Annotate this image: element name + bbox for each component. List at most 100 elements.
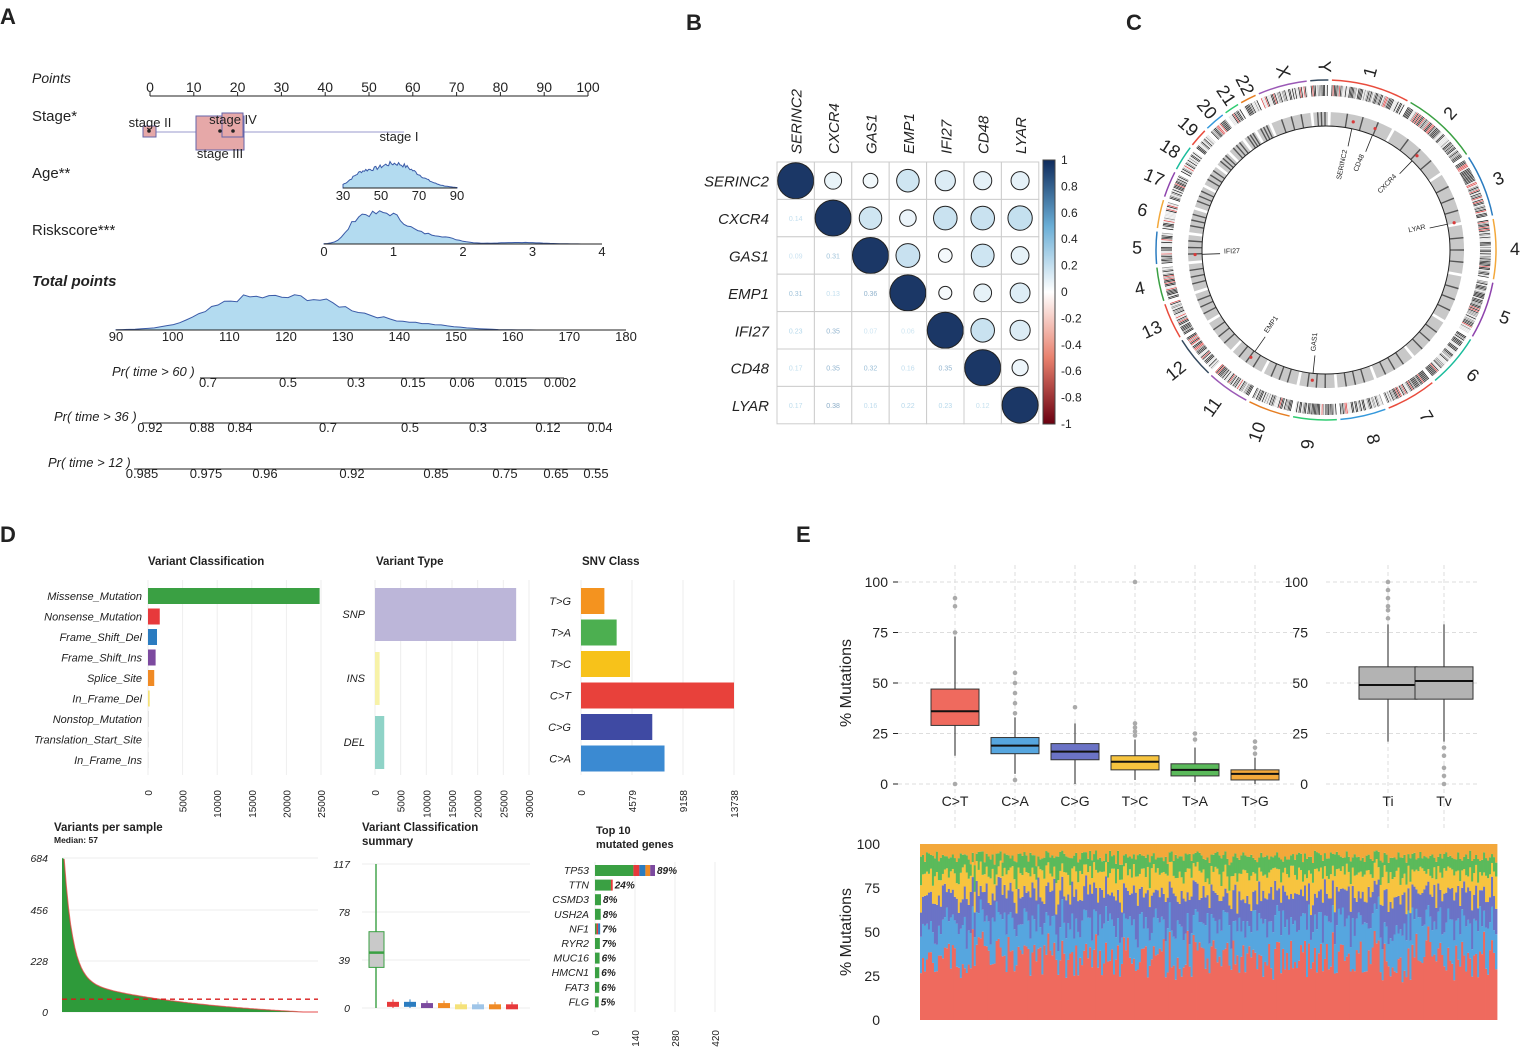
stack-segment xyxy=(1232,844,1235,857)
stack-segment xyxy=(1286,952,1289,1020)
stack-segment xyxy=(1134,892,1138,940)
stack-segment xyxy=(1126,844,1130,858)
stack-segment xyxy=(1170,861,1174,888)
stack-segment xyxy=(1355,844,1359,858)
stack-segment xyxy=(1427,905,1430,927)
stack-segment xyxy=(1160,872,1164,888)
stage-point xyxy=(231,129,235,133)
stack-segment xyxy=(1415,844,1418,860)
chromosome-outline xyxy=(1340,408,1386,421)
stack-segment xyxy=(1286,919,1289,953)
e-outlier xyxy=(1252,745,1258,750)
stack-segment xyxy=(1315,929,1319,973)
stack-segment xyxy=(1232,921,1235,941)
stack-segment xyxy=(1192,880,1195,916)
stack-segment xyxy=(1315,972,1319,1020)
stack-segment xyxy=(989,964,993,1020)
stack-segment xyxy=(1049,891,1052,926)
stack-segment xyxy=(1015,889,1018,914)
stack-segment xyxy=(1383,844,1386,853)
stack-segment xyxy=(1180,976,1184,1020)
stack-segment xyxy=(1304,940,1307,1020)
e-ytick-label: 100 xyxy=(865,574,889,590)
e-outlier xyxy=(1132,579,1138,585)
top10-tick-label: 140 xyxy=(631,1030,642,1047)
stack-segment xyxy=(1132,864,1136,886)
stack-segment xyxy=(1031,952,1034,1020)
stack-segment xyxy=(995,940,998,1020)
stack-segment xyxy=(1114,844,1118,864)
stack-segment xyxy=(1304,853,1307,875)
stack-segment xyxy=(1425,844,1428,858)
stack-segment xyxy=(955,898,959,924)
stack-segment xyxy=(1023,852,1026,868)
stack-segment xyxy=(1258,913,1261,955)
top10-gene-label: CSMD3 xyxy=(552,894,589,906)
stack-segment xyxy=(1471,910,1474,950)
stack-segment xyxy=(1457,870,1460,886)
stack-segment xyxy=(1479,844,1482,861)
stack-segment xyxy=(1212,844,1215,855)
stack-segment xyxy=(1371,877,1375,892)
stack-segment xyxy=(1280,902,1283,936)
stack-segment xyxy=(1218,956,1221,1020)
points-tick-label: 60 xyxy=(405,79,421,95)
stack-segment xyxy=(1401,857,1404,879)
corr-value: 0.17 xyxy=(789,403,803,410)
stack-segment xyxy=(1345,844,1349,852)
stack-segment xyxy=(1248,856,1251,881)
stack-segment xyxy=(1234,853,1237,874)
stack-segment xyxy=(1264,844,1267,857)
stack-segment xyxy=(1103,871,1106,898)
e-outlier xyxy=(952,781,958,787)
stack-segment xyxy=(1373,844,1377,852)
stack-segment xyxy=(1445,844,1448,853)
snv-tick-label: 13738 xyxy=(730,790,741,818)
stack-segment xyxy=(1087,844,1090,859)
track-divider xyxy=(1235,144,1246,157)
top10-pct: 89% xyxy=(657,866,677,877)
stack-segment xyxy=(1039,869,1042,898)
stack-segment xyxy=(1194,881,1197,910)
stack-segment xyxy=(1152,844,1156,854)
colorbar-tick-label: 0.6 xyxy=(1061,206,1078,220)
stack-segment xyxy=(1073,866,1076,897)
stack-segment xyxy=(1027,920,1030,949)
stack-segment xyxy=(1365,844,1369,856)
stack-segment xyxy=(1111,856,1114,869)
stack-segment xyxy=(1138,888,1142,915)
stack-segment xyxy=(1230,844,1233,863)
stack-segment xyxy=(1075,844,1078,853)
stack-segment xyxy=(1134,876,1138,893)
stack-segment xyxy=(1381,877,1384,906)
stack-segment xyxy=(1319,855,1323,868)
stack-segment xyxy=(1011,891,1014,918)
e-outlier xyxy=(1012,777,1018,783)
stack-segment xyxy=(1455,859,1458,872)
stack-segment xyxy=(1180,844,1184,857)
stack-segment xyxy=(1242,852,1245,870)
stack-segment xyxy=(1069,929,1072,954)
stack-segment xyxy=(1443,868,1446,894)
stack-segment xyxy=(1105,853,1108,863)
stack-segment xyxy=(1317,871,1321,892)
stack-segment xyxy=(1017,924,1020,947)
stack-segment xyxy=(1242,945,1245,1020)
stack-segment xyxy=(1075,945,1078,1020)
stack-segment xyxy=(1007,914,1010,937)
vc-tick-label: 20000 xyxy=(282,790,293,818)
stack-segment xyxy=(1240,956,1243,1020)
stack-segment xyxy=(1162,871,1166,894)
stack-segment xyxy=(1224,888,1227,913)
stack-segment xyxy=(1043,857,1046,879)
stack-segment xyxy=(1202,948,1205,1020)
stack-segment xyxy=(1387,944,1390,967)
stack-segment xyxy=(953,948,957,1020)
titv-ytick-label: 25 xyxy=(1292,726,1308,742)
e-outlier xyxy=(1012,700,1018,706)
stack-segment xyxy=(961,854,965,868)
stack-segment xyxy=(1176,844,1180,859)
stack-segment xyxy=(1471,844,1474,861)
stack-segment xyxy=(1367,928,1371,951)
stack-segment xyxy=(1136,947,1140,970)
